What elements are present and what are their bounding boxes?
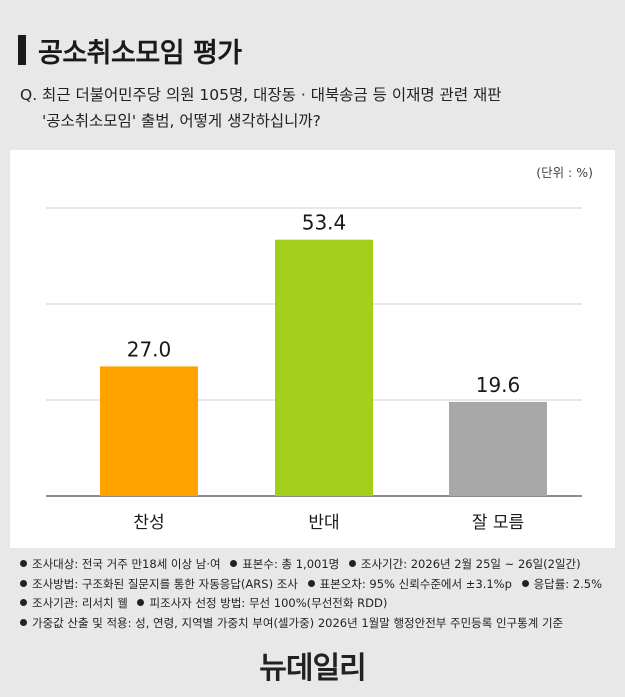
bar-3 <box>449 401 547 496</box>
survey-question: Q. 최근 더불어민주당 의원 105명, 대장동 · 대북송금 등 이재명 관… <box>20 82 502 134</box>
footer-row-1: 조사대상: 전국 거주 만18세 이상 남·여 표본수: 총 1,001명 조사… <box>20 555 602 575</box>
value-label: 53.4 <box>302 211 347 235</box>
bullet-icon <box>307 579 315 587</box>
footer-item: 표본수: 총 1,001명 <box>242 557 340 571</box>
footer-item: 조사기관: 리서치 웰 <box>32 596 128 610</box>
value-label: 19.6 <box>476 373 521 397</box>
value-label: 27.0 <box>127 337 172 361</box>
title-area: 공소취소모임 평가 <box>18 34 242 69</box>
chart-panel: (단위 : %) 27.0 찬성 53.4 반대 19.6 잘 모름 <box>10 150 615 548</box>
category-label: 찬성 <box>133 513 164 533</box>
bar-1 <box>100 366 198 496</box>
bullet-icon <box>20 599 27 606</box>
footer-item: 피조사자 선정 방법: 무선 100%(무선전화 RDD) <box>149 596 388 610</box>
footer-item: 조사기간: 2026년 2월 25일 ~ 26일(2일간) <box>360 557 581 571</box>
footer-row-4: 가중값 산출 및 적용: 성, 연령, 지역별 가중치 부여(셀가중) 2026… <box>20 614 602 634</box>
footer-row-3: 조사기관: 리서치 웰 피조사자 선정 방법: 무선 100%(무선전화 RDD… <box>20 594 602 614</box>
question-line-1: Q. 최근 더불어민주당 의원 105명, 대장동 · 대북송금 등 이재명 관… <box>20 86 502 104</box>
category-label: 반대 <box>308 513 339 533</box>
bullet-icon <box>20 618 27 626</box>
survey-footer: 조사대상: 전국 거주 만18세 이상 남·여 표본수: 총 1,001명 조사… <box>20 555 602 633</box>
title-marker <box>18 35 26 65</box>
footer-item: 표본오차: 95% 신뢰수준에서 ±3.1%p <box>319 576 512 591</box>
unit-label: (단위 : %) <box>536 165 593 180</box>
bullet-icon <box>20 579 27 587</box>
bullet-icon <box>230 560 238 567</box>
bullet-icon <box>137 599 145 606</box>
bar-chart: 27.0 찬성 53.4 반대 19.6 잘 모름 <box>46 207 582 533</box>
logo: 뉴데일리 <box>259 651 366 686</box>
bullet-icon <box>521 579 529 587</box>
footer-item: 가중값 산출 및 적용: 성, 연령, 지역별 가중치 부여(셀가중) 2026… <box>32 615 564 630</box>
page-title: 공소취소모임 평가 <box>38 37 242 69</box>
bullet-icon <box>348 560 356 567</box>
footer-row-2: 조사방법: 구조화된 질문지를 통한 자동응답(ARS) 조사 표본오차: 95… <box>20 575 602 595</box>
question-line-2: '공소취소모임' 출범, 어떻게 생각하십니까? <box>42 112 321 130</box>
bullet-icon <box>20 560 27 567</box>
footer-item: 조사방법: 구조화된 질문지를 통한 자동응답(ARS) 조사 <box>32 576 298 591</box>
footer-item: 응답률: 2.5% <box>533 576 603 591</box>
category-label: 잘 모름 <box>472 513 524 533</box>
bar-2 <box>275 239 373 496</box>
footer-item: 조사대상: 전국 거주 만18세 이상 남·여 <box>32 557 221 571</box>
